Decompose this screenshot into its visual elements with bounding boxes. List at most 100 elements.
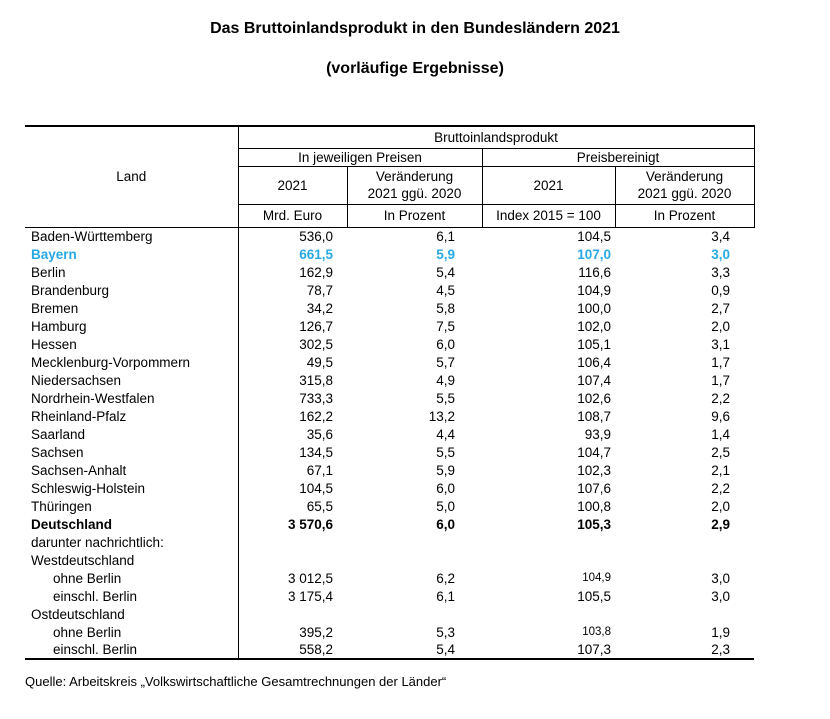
value-cell: 7,5 xyxy=(436,318,455,334)
table-row: Baden-Württemberg 536,0 6,1 104,5 3,4 xyxy=(25,227,754,245)
table-row: einschl. Berlin 558,2 5,4 107,3 2,3 xyxy=(25,641,755,660)
value-cell: 104,5 xyxy=(299,480,333,496)
header-row-units: Mrd. Euro In Prozent Index 2015 = 100 In… xyxy=(25,204,755,228)
value-cell: 65,5 xyxy=(306,498,333,514)
value-cell: 162,9 xyxy=(299,264,333,280)
value-cell: 134,5 xyxy=(299,444,333,460)
region-name: einschl. Berlin xyxy=(25,641,239,660)
column-header-land: Land xyxy=(25,126,239,228)
value-cell xyxy=(615,605,754,623)
source-note: Quelle: Arbeitskreis „Volkswirtschaftlic… xyxy=(25,674,447,689)
value-cell: 2,9 xyxy=(711,516,731,532)
value-cell: 34,2 xyxy=(306,300,333,316)
change-label-line2: 2021 ggü. 2020 xyxy=(637,186,732,201)
table-row: Hamburg 126,7 7,5 102,0 2,0 xyxy=(25,317,754,335)
value-cell: 6,2 xyxy=(436,570,455,586)
header-row-years: 2021 Veränderung 2021 ggü. 2020 2021 Ver… xyxy=(25,166,755,205)
value-cell: 5,5 xyxy=(436,390,455,406)
table-row: Schleswig-Holstein 104,5 6,0 107,6 2,2 xyxy=(25,479,754,497)
value-cell: 0,9 xyxy=(711,282,731,298)
value-cell: 104,9 xyxy=(577,282,611,298)
unit-header-percent-adjusted: In Prozent xyxy=(615,204,755,228)
value-cell: 5,8 xyxy=(436,300,455,316)
region-name: Hessen xyxy=(25,335,239,353)
region-name: Saarland xyxy=(25,425,239,443)
value-cell: 395,2 xyxy=(299,624,333,640)
table-row: Mecklenburg-Vorpommern 49,5 5,7 106,4 1,7 xyxy=(25,353,754,371)
column-header-year-current: 2021 xyxy=(238,166,348,205)
region-name: Sachsen xyxy=(25,443,239,461)
value-cell: 67,1 xyxy=(306,462,333,478)
value-cell: 5,7 xyxy=(436,354,455,370)
value-cell: 3,3 xyxy=(711,264,731,280)
region-name: ohne Berlin xyxy=(25,569,239,587)
value-cell: 5,5 xyxy=(436,444,455,460)
table-row: Deutschland 3 570,6 6,0 105,3 2,9 xyxy=(25,515,754,533)
value-cell: 9,6 xyxy=(711,408,731,424)
value-cell: 5,4 xyxy=(347,641,482,660)
value-cell: 3 012,5 xyxy=(287,570,333,586)
change-label-line1: Veränderung xyxy=(375,169,454,184)
table-row: ohne Berlin 395,2 5,3 103,8 1,9 xyxy=(25,623,754,641)
value-cell xyxy=(347,605,482,623)
table-row: Saarland 35,6 4,4 93,9 1,4 xyxy=(25,425,754,443)
value-cell: 2,0 xyxy=(711,318,731,334)
value-cell: 126,7 xyxy=(299,318,333,334)
table-row: Hessen 302,5 6,0 105,1 3,1 xyxy=(25,335,754,353)
column-group-current-prices: In jeweiligen Preisen xyxy=(238,148,483,167)
value-cell: 106,4 xyxy=(577,354,611,370)
value-cell: 107,3 xyxy=(482,641,615,660)
value-cell: 104,9 xyxy=(582,572,611,584)
value-cell: 105,5 xyxy=(577,588,611,604)
value-cell xyxy=(238,551,347,569)
table-row: Westdeutschland xyxy=(25,551,754,569)
region-name: Berlin xyxy=(25,263,239,281)
value-cell: 6,0 xyxy=(436,516,455,532)
region-name: Niedersachsen xyxy=(25,371,239,389)
header-row-top: Land Bruttoinlandsprodukt xyxy=(25,126,755,228)
region-name: Schleswig-Holstein xyxy=(25,479,239,497)
value-cell: 1,9 xyxy=(711,624,731,640)
value-cell: 2,3 xyxy=(615,641,755,660)
value-cell: 315,8 xyxy=(299,372,333,388)
value-cell: 5,3 xyxy=(436,624,455,640)
value-cell xyxy=(482,605,615,623)
value-cell: 3,1 xyxy=(711,336,731,352)
table-row: Rheinland-Pfalz 162,2 13,2 108,7 9,6 xyxy=(25,407,754,425)
table-row: ohne Berlin 3 012,5 6,2 104,9 3,0 xyxy=(25,569,754,587)
unit-header-percent-current: In Prozent xyxy=(347,204,483,228)
table-row: Sachsen-Anhalt 67,1 5,9 102,3 2,1 xyxy=(25,461,754,479)
region-name: Rheinland-Pfalz xyxy=(25,407,239,425)
value-cell: 102,6 xyxy=(577,390,611,406)
value-cell xyxy=(615,551,754,569)
value-cell: 1,7 xyxy=(711,354,731,370)
region-name: Ostdeutschland xyxy=(25,605,239,623)
value-cell: 6,1 xyxy=(436,588,455,604)
value-cell: 5,0 xyxy=(436,498,455,514)
region-name: Bayern xyxy=(25,245,239,263)
value-cell: 3,0 xyxy=(711,570,731,586)
value-cell: 102,0 xyxy=(577,318,611,334)
value-cell: 78,7 xyxy=(306,282,333,298)
value-cell: 2,1 xyxy=(711,462,731,478)
table-row: Bayern 661,5 5,9 107,0 3,0 xyxy=(25,245,754,263)
value-cell: 3,0 xyxy=(711,588,731,604)
value-cell: 162,2 xyxy=(299,408,333,424)
region-name: Deutschland xyxy=(25,515,239,533)
value-cell: 49,5 xyxy=(306,354,333,370)
gdp-table: Land Bruttoinlandsprodukt In jeweiligen … xyxy=(25,125,755,660)
table-row: Nordrhein-Westfalen 733,3 5,5 102,6 2,2 xyxy=(25,389,754,407)
table-row: Niedersachsen 315,8 4,9 107,4 1,7 xyxy=(25,371,754,389)
region-name: Baden-Württemberg xyxy=(25,227,239,245)
value-cell: 100,0 xyxy=(577,300,611,316)
value-cell: 536,0 xyxy=(299,228,333,244)
value-cell: 4,5 xyxy=(436,282,455,298)
table-row: einschl. Berlin 3 175,4 6,1 105,5 3,0 xyxy=(25,587,754,605)
table-row: Bremen 34,2 5,8 100,0 2,7 xyxy=(25,299,754,317)
region-name: darunter nachrichtlich: xyxy=(25,533,239,551)
value-cell: 6,0 xyxy=(436,480,455,496)
value-cell xyxy=(238,605,347,623)
region-name: einschl. Berlin xyxy=(25,587,239,605)
value-cell xyxy=(238,533,347,551)
value-cell xyxy=(482,533,615,551)
